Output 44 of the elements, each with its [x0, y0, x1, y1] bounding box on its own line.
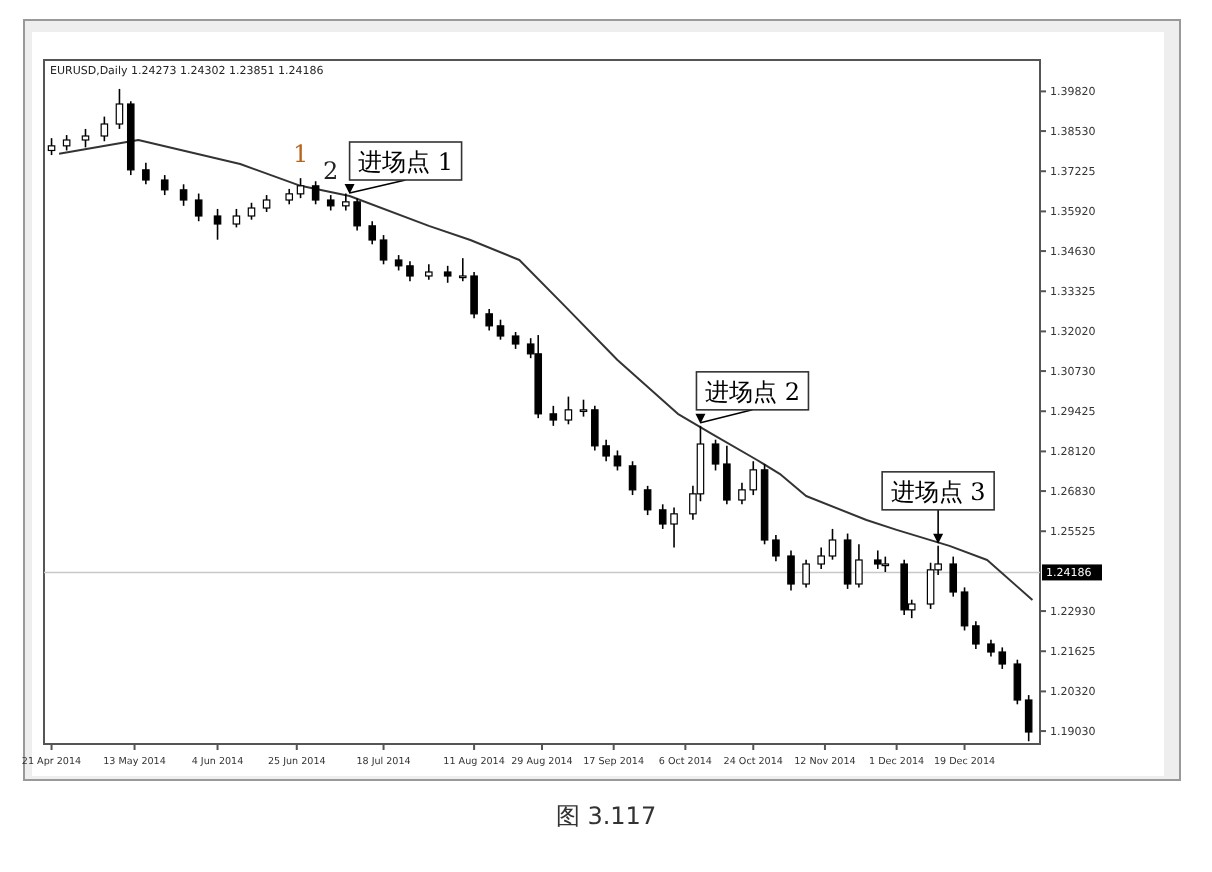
candlestick — [613, 449, 622, 472]
candlestick — [972, 620, 980, 650]
candlestick — [496, 318, 505, 341]
candlestick — [900, 558, 908, 616]
candlestick — [115, 88, 124, 130]
candlestick — [787, 549, 795, 592]
candlestick — [949, 555, 958, 598]
annotation: 进场点 3 — [890, 477, 986, 506]
candlestick — [296, 177, 305, 199]
candlestick — [485, 308, 493, 332]
candlestick — [828, 528, 837, 561]
candlestick — [855, 543, 863, 589]
candlestick — [100, 115, 109, 143]
candlestick — [1013, 658, 1022, 706]
candlestick — [711, 438, 720, 472]
candlestick — [643, 485, 652, 516]
annotation: 进场点 2 — [705, 377, 800, 406]
candlestick — [723, 445, 731, 506]
candlestick — [311, 180, 320, 206]
candlestick — [873, 549, 882, 570]
candlestick — [406, 260, 414, 283]
line-series — [58, 139, 1034, 601]
candlestick — [194, 192, 203, 223]
candlestick — [960, 586, 969, 632]
candlestick — [81, 128, 90, 149]
candlestick — [179, 183, 188, 207]
candlestick — [549, 405, 558, 427]
candlestick — [1024, 694, 1033, 743]
candlestick — [802, 558, 810, 589]
candlestick — [232, 208, 241, 229]
candlestick — [213, 208, 222, 241]
candlestick — [160, 174, 169, 196]
candlestick — [379, 234, 388, 266]
candlestick — [564, 395, 573, 426]
candlestick — [142, 161, 150, 186]
candlestick — [772, 534, 780, 563]
annotation: 1 — [292, 140, 309, 169]
caption: 图 3.117 — [555, 802, 657, 830]
candlestick — [843, 532, 852, 590]
candlestick — [817, 546, 825, 570]
candlestick — [628, 460, 637, 496]
annotation: 进场点 1 — [358, 148, 454, 176]
candlestick — [368, 220, 377, 246]
annotation: 2 — [323, 157, 339, 186]
